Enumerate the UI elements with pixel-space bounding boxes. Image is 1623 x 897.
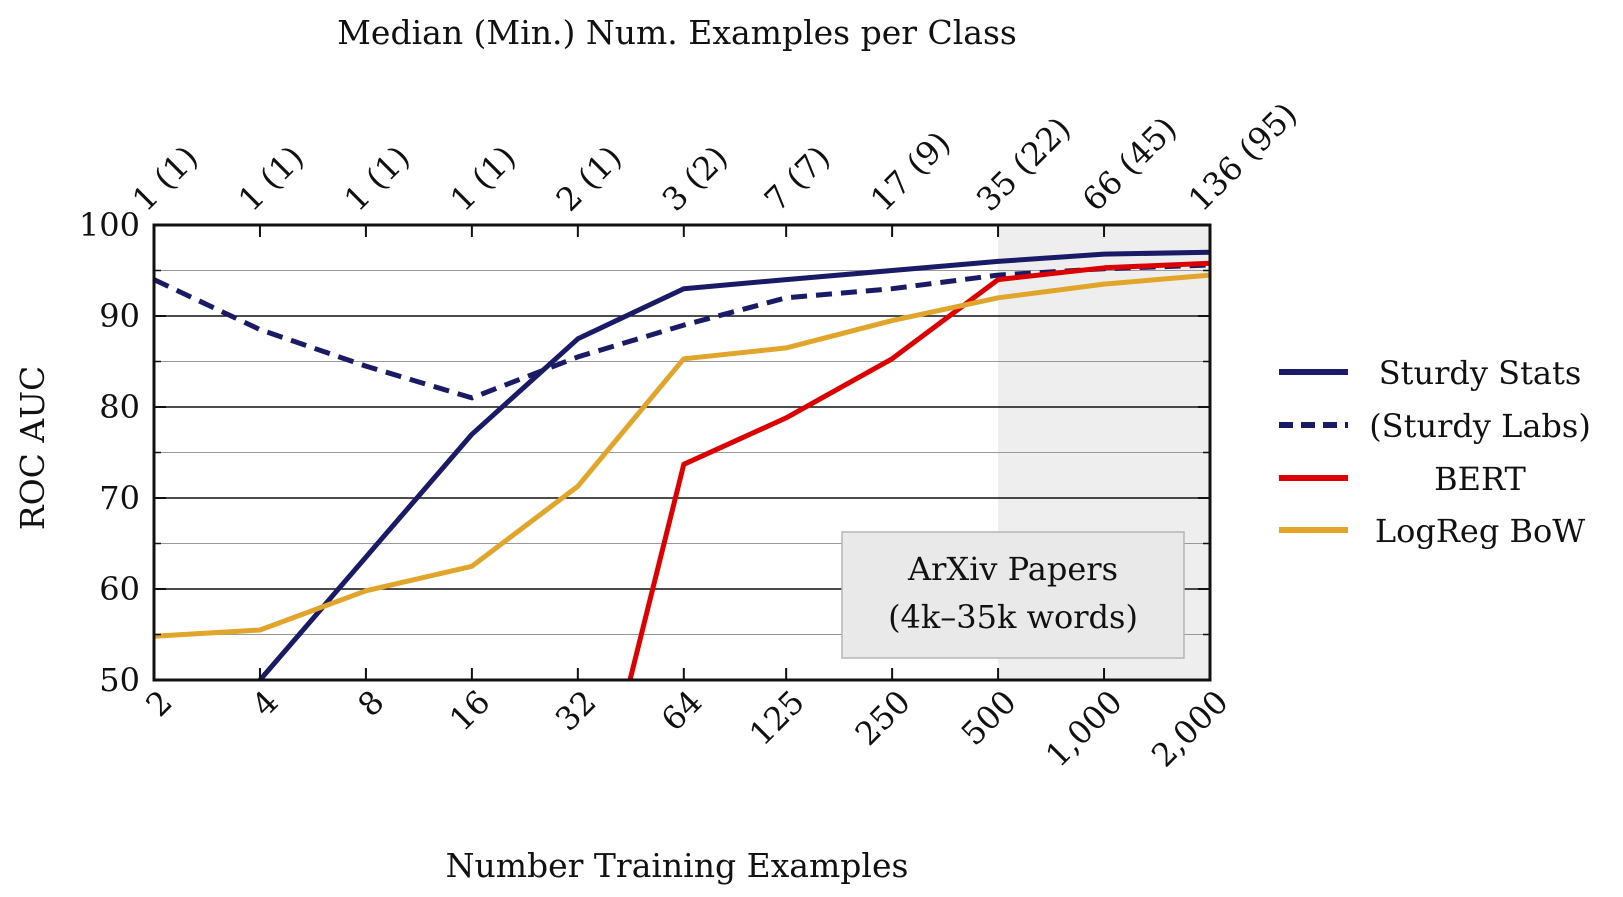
top-tick-label: 17 (9): [863, 124, 958, 219]
legend-item-logreg-bow: LogReg BoW: [1279, 512, 1585, 550]
series-line-sturdy-labs: [152, 262, 1211, 401]
x-tick-label: 250: [848, 683, 918, 753]
top-axis-title: Median (Min.) Num. Examples per Class: [337, 13, 1017, 52]
legend-item-bert: BERT: [1279, 460, 1527, 498]
series-line-logreg-bow: [153, 272, 1211, 639]
top-tick-label: 3 (2): [655, 138, 736, 219]
legend-label-sturdy-stats: Sturdy Stats: [1379, 354, 1582, 392]
top-tick-label: 1 (1): [443, 138, 524, 219]
y-tick-label: 100: [79, 206, 140, 244]
top-tick-label: 136 (95): [1181, 95, 1305, 219]
x-tick-label: 1,000: [1038, 683, 1130, 775]
series-line-bert: [627, 260, 1211, 681]
y-tick-label: 60: [99, 570, 140, 608]
top-tick-label: 1 (1): [337, 138, 418, 219]
x-axis-title: Number Training Examples: [446, 846, 909, 885]
grid-lines: [154, 269, 1210, 636]
annotation-line-1: ArXiv Papers: [907, 550, 1118, 588]
x-tick-label: 500: [954, 683, 1024, 753]
x-tick-label: 8: [350, 683, 391, 724]
legend-item-sturdy-stats: Sturdy Stats: [1279, 354, 1581, 392]
annotation-box: ArXiv Papers (4k–35k words): [841, 531, 1185, 659]
y-tick-label: 70: [99, 479, 140, 517]
top-tick-label: 2 (1): [549, 138, 630, 219]
y-axis-title: ROC AUC: [13, 366, 52, 531]
legend-label-bert: BERT: [1434, 460, 1526, 498]
annotation-line-2: (4k–35k words): [888, 598, 1138, 636]
top-tick-label: 1 (1): [231, 138, 312, 219]
legend-item-sturdy-labs: (Sturdy Labs): [1279, 407, 1591, 445]
top-tick-label: 35 (22): [969, 109, 1078, 218]
legend: Sturdy Stats (Sturdy Labs) BERT LogReg B…: [1279, 354, 1591, 550]
y-tick-label: 90: [99, 297, 140, 335]
x-tick-label: 4: [244, 683, 285, 724]
series-line-sturdy-stats: [258, 249, 1211, 682]
legend-label-sturdy-labs: (Sturdy Labs): [1369, 407, 1591, 445]
top-tick-label: 66 (45): [1075, 109, 1184, 218]
x-tick-label: 32: [548, 683, 604, 739]
y-tick-label: 80: [99, 388, 140, 426]
x-tick-label: 125: [742, 683, 812, 753]
x-tick-label: 16: [442, 683, 498, 739]
y-tick-label: 50: [99, 661, 140, 699]
x-tick-label: 2: [138, 683, 179, 724]
series-lines: [152, 249, 1211, 682]
legend-label-logreg-bow: LogReg BoW: [1375, 512, 1585, 550]
x-tick-label: 64: [654, 683, 710, 739]
top-tick-label: 7 (7): [757, 138, 838, 219]
x-tick-label: 2,000: [1144, 683, 1236, 775]
